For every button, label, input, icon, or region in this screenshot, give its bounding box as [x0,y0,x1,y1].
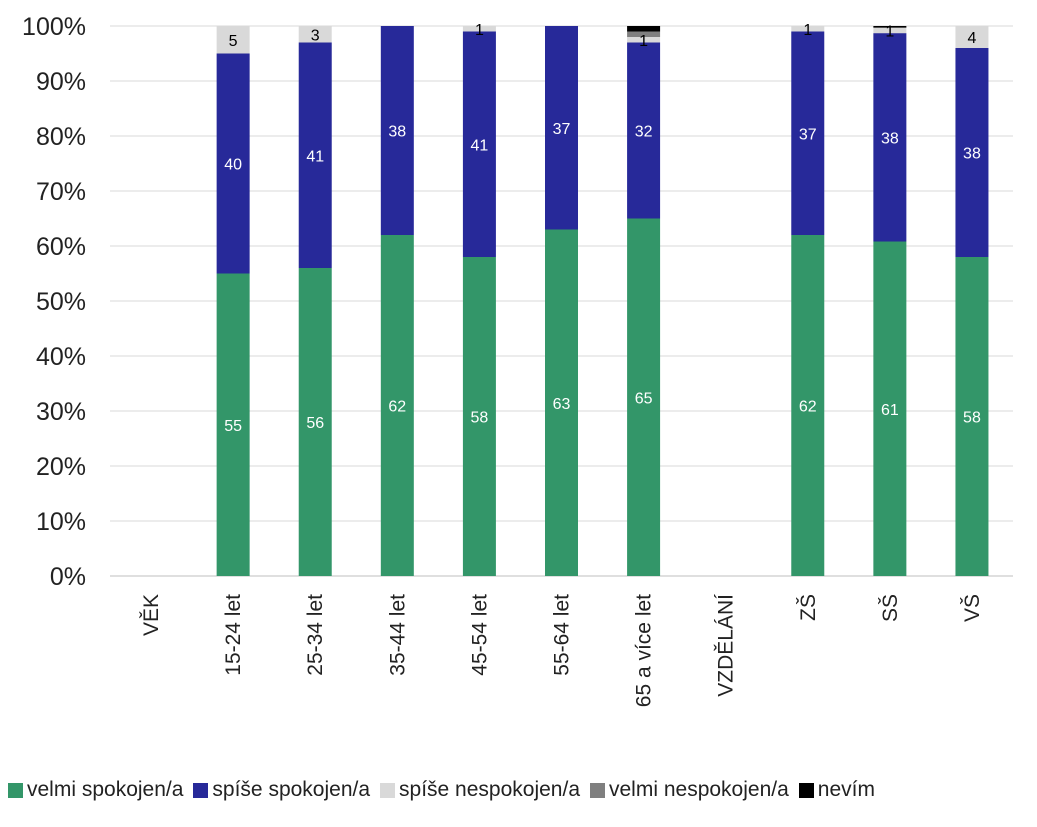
legend-item: velmi spokojen/a [8,778,183,802]
y-tick-label: 30% [36,398,86,426]
data-label: 65 [635,390,653,407]
bar-segment [380,235,414,576]
legend-item: spíše spokojen/a [193,778,370,802]
data-label: 56 [306,415,324,432]
legend-swatch [193,782,209,798]
y-tick-label: 60% [36,233,86,261]
bar-segment [873,26,907,28]
bar-segment [627,37,661,43]
legend-item: nevím [798,778,875,802]
stacked-bar-chart: 0%10%20%30%40%50%60%70%80%90%100% 554055… [22,13,1013,707]
data-label: 1 [639,33,648,50]
legend-swatch [590,782,605,798]
data-label: 41 [306,148,324,165]
bar-segment [791,26,825,32]
data-label: 58 [963,410,981,427]
bar-segment [627,31,661,37]
data-label: 61 [881,402,899,419]
data-label: 38 [881,130,899,147]
data-label: 62 [799,399,817,416]
bar-segment [216,273,250,576]
y-tick-label: 100% [22,13,86,41]
y-tick-label: 0% [50,563,86,591]
data-label: 58 [471,410,489,427]
bar-segment [955,257,989,576]
data-label: 1 [475,22,484,39]
bar-segment [627,42,661,219]
bar-segment [462,31,496,257]
data-label: 5 [229,33,238,50]
x-tick-label: VŠ [961,594,984,622]
bar-segment [216,26,250,54]
legend: velmi spokojen/a spíše spokojen/a spíše ne… [8,773,1033,807]
bar-segment [627,26,661,32]
legend-swatch [380,782,396,798]
data-label: 1 [885,23,894,40]
data-label: 32 [635,124,653,141]
y-tick-label: 90% [36,68,86,96]
bar-segment [298,26,332,43]
bar-segment [380,26,414,235]
data-label: 40 [224,157,242,174]
x-tick-label: 45-54 let [468,594,491,676]
legend-label: spíše spokojen/a [212,778,371,801]
legend-label: nevím [817,778,875,801]
y-tick-label: 70% [36,178,86,206]
data-label: 41 [471,137,489,154]
data-label: 4 [968,30,977,47]
legend-item: velmi nespokojen/a [590,778,789,802]
legend-item: spíše nespokojen/a [380,778,580,802]
y-tick-label: 40% [36,343,86,371]
x-tick-label: ZŠ [797,594,820,621]
y-tick-label: 50% [36,288,86,316]
bar-segment [298,268,332,576]
x-tick-label: 25-34 let [304,594,327,676]
data-label: 63 [553,396,571,413]
x-tick-label: 15-24 let [222,594,245,676]
bar-segment [216,53,250,274]
legend-label: spíše nespokojen/a [399,778,580,801]
data-labels: 55 40 5 56 41 3 62 38 58 41 1 63 37 65 32 1 62 37 1 61 38 1 58… [224,22,981,435]
y-tick-label: 20% [36,453,86,481]
data-label: 3 [311,27,320,44]
x-tick-label: 65 a více let [633,594,656,707]
data-label: 38 [963,146,981,163]
bar-segment [545,229,578,576]
data-label: 62 [388,399,406,416]
bar-segment [955,26,989,48]
legend-swatch [8,782,23,798]
bar-segment [955,48,989,257]
x-tick-label: 35-44 let [386,594,409,676]
data-label: 38 [388,124,406,141]
bar-segment [462,257,496,576]
legend-label: velmi nespokojen/a [609,778,789,801]
legend-swatch [798,782,814,798]
bar-segment [462,26,496,32]
data-label: 37 [553,121,571,138]
bar-segment [791,31,825,235]
legend-label: velmi spokojen/a [27,778,184,801]
bar-segment [873,241,907,577]
data-label: 55 [224,418,242,435]
x-axis-ticks: VĚK 15-24 let 25-34 let 35-44 let 45-54 let 5… [140,594,984,707]
bar-segment [873,27,907,34]
bar-segment [627,218,661,576]
bar-segment [873,33,907,242]
bar-segment [545,26,578,230]
y-tick-label: 10% [36,508,86,536]
x-tick-label: SŠ [879,594,902,622]
x-tick-label: 55-64 let [551,594,574,676]
y-tick-label: 80% [36,123,86,151]
x-tick-label: VĚK [140,594,163,636]
y-axis-ticks: 0% 10% 20% 30% 40% 50% 60% 70% 80% 90% 100% [22,13,86,591]
x-tick-label: VZDĚLÁNÍ [715,594,738,697]
data-label: 1 [803,22,812,39]
bar-segment [791,235,825,576]
bars [216,26,989,577]
bar-segment [298,42,332,268]
data-label: 37 [799,126,817,143]
